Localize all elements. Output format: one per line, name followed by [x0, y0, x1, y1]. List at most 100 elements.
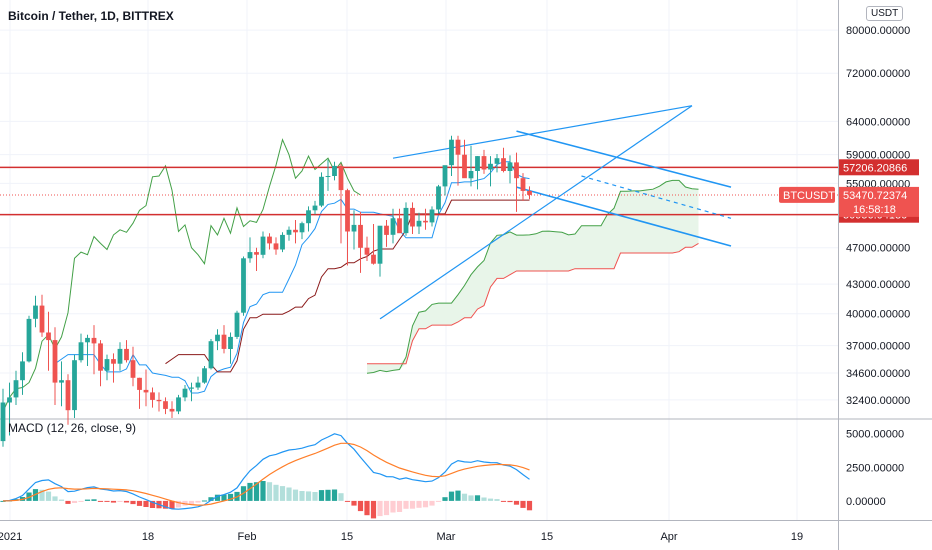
macd-indicator-title[interactable]: MACD (12, 26, close, 9) [8, 421, 137, 435]
candle-body [52, 340, 58, 383]
time-tick-label: 19 [791, 531, 803, 543]
macd-histogram-bar [357, 500, 364, 512]
macd-histogram-bar [143, 500, 149, 507]
macd-histogram-bar [305, 491, 312, 501]
macd-histogram-bar [162, 500, 169, 509]
candle-body [13, 380, 19, 398]
macd-histogram-bar [169, 500, 175, 509]
candle-body [364, 247, 370, 255]
candle-body [462, 154, 467, 179]
macd-histogram-bar [214, 494, 221, 501]
candle-body [306, 210, 311, 224]
candle-body [182, 388, 188, 398]
candle-body [78, 342, 84, 361]
macd-histogram-bar [383, 500, 390, 516]
macd-histogram-bar [149, 500, 156, 508]
macd-histogram-bar [318, 490, 325, 501]
rising-wedge-upper-line [392, 105, 693, 159]
macd-histogram-bar [422, 500, 429, 508]
macd-histogram-bar [370, 500, 377, 519]
candle-body [202, 368, 207, 383]
macd-histogram-bar [65, 500, 71, 504]
candle-body [189, 387, 194, 389]
tenkan-sen [54, 161, 530, 394]
candle-body [494, 158, 500, 164]
macd-histogram-bar [97, 500, 104, 502]
candle-body [475, 156, 480, 171]
axes: 80000.00000 72000.00000 64000.00000 59000.0… [0, 25, 910, 543]
macd-histogram-bar [78, 500, 84, 502]
candle-body [488, 163, 493, 170]
macd-histogram-bar [468, 495, 474, 501]
chikou-span [2, 138, 361, 412]
macd-histogram-bar [396, 500, 403, 512]
drawings [0, 105, 838, 320]
macd-pane [0, 433, 533, 519]
candle-body [215, 334, 220, 342]
candle-body [507, 162, 513, 171]
price-tick-label: 34600.00000 [846, 368, 910, 380]
candle-body [293, 229, 298, 233]
senkou-span-a [366, 179, 699, 374]
rising-wedge-lower-line [379, 105, 693, 320]
symbol-tag-bg [779, 186, 835, 203]
macd-histogram-bar [273, 484, 279, 501]
macd-histogram-bar [455, 490, 461, 501]
price-tick-label: 40000.00000 [846, 309, 910, 321]
macd-histogram-bar [253, 482, 260, 501]
time-tick-label: 15 [341, 531, 353, 543]
candle-body [85, 337, 90, 343]
candle-body [91, 337, 97, 344]
candle-body [26, 318, 32, 362]
macd-histogram-bar [435, 500, 442, 502]
symbol-title[interactable]: Bitcoin / Tether, 1D, BITTREX [8, 9, 174, 23]
price-tick-label: 43000.00000 [846, 279, 910, 291]
candle-body [247, 252, 253, 259]
candle-body [169, 408, 175, 412]
macd-histogram-bar [58, 499, 65, 501]
macd-histogram-bar [91, 499, 97, 501]
candle-body [338, 165, 344, 191]
channel-lower-line [516, 186, 732, 247]
macd-histogram-bar [195, 500, 201, 503]
macd-tick-label: 5000.00000 [846, 429, 904, 441]
candle-body [429, 209, 435, 223]
candle-body [520, 178, 526, 191]
macd-histogram-bar [260, 481, 266, 501]
candle-body [176, 397, 181, 412]
price-tick-label: 64000.00000 [846, 116, 910, 128]
resistance-price-tag-bg [839, 159, 919, 176]
candle-body [33, 305, 38, 319]
macd-histogram-bar [117, 500, 123, 502]
macd-histogram-bar [52, 496, 58, 501]
macd-histogram-bar [520, 500, 526, 508]
macd-histogram-bar [201, 500, 208, 502]
cloud-fill [367, 180, 699, 374]
macd-histogram-bar [442, 497, 448, 501]
currency-badge[interactable]: USDT [866, 6, 904, 21]
last-price-tag: 53470.72374 [843, 190, 907, 202]
macd-histogram-bar [500, 500, 507, 502]
candle-body [0, 402, 6, 442]
macd-histogram-bar [351, 500, 357, 506]
macd-histogram-bar [130, 500, 136, 505]
candle-body [481, 156, 487, 170]
macd-histogram-bar [377, 500, 383, 517]
macd-histogram-bar [84, 499, 91, 501]
macd-histogram-bar [0, 500, 6, 502]
macd-histogram-bar [247, 482, 253, 501]
candle-body [65, 380, 71, 411]
candle-body [20, 361, 25, 381]
macd-histogram-bar [364, 500, 370, 516]
macd-histogram-bar [104, 500, 110, 502]
candle-body [72, 360, 77, 411]
candle-body [163, 401, 168, 409]
candle-body [130, 360, 136, 378]
macd-histogram-bar [227, 493, 234, 501]
candle-body [7, 397, 12, 403]
last-price-tag-bg [839, 186, 919, 217]
price-tick-label: 37000.00000 [846, 341, 910, 353]
candle-body [514, 162, 519, 179]
